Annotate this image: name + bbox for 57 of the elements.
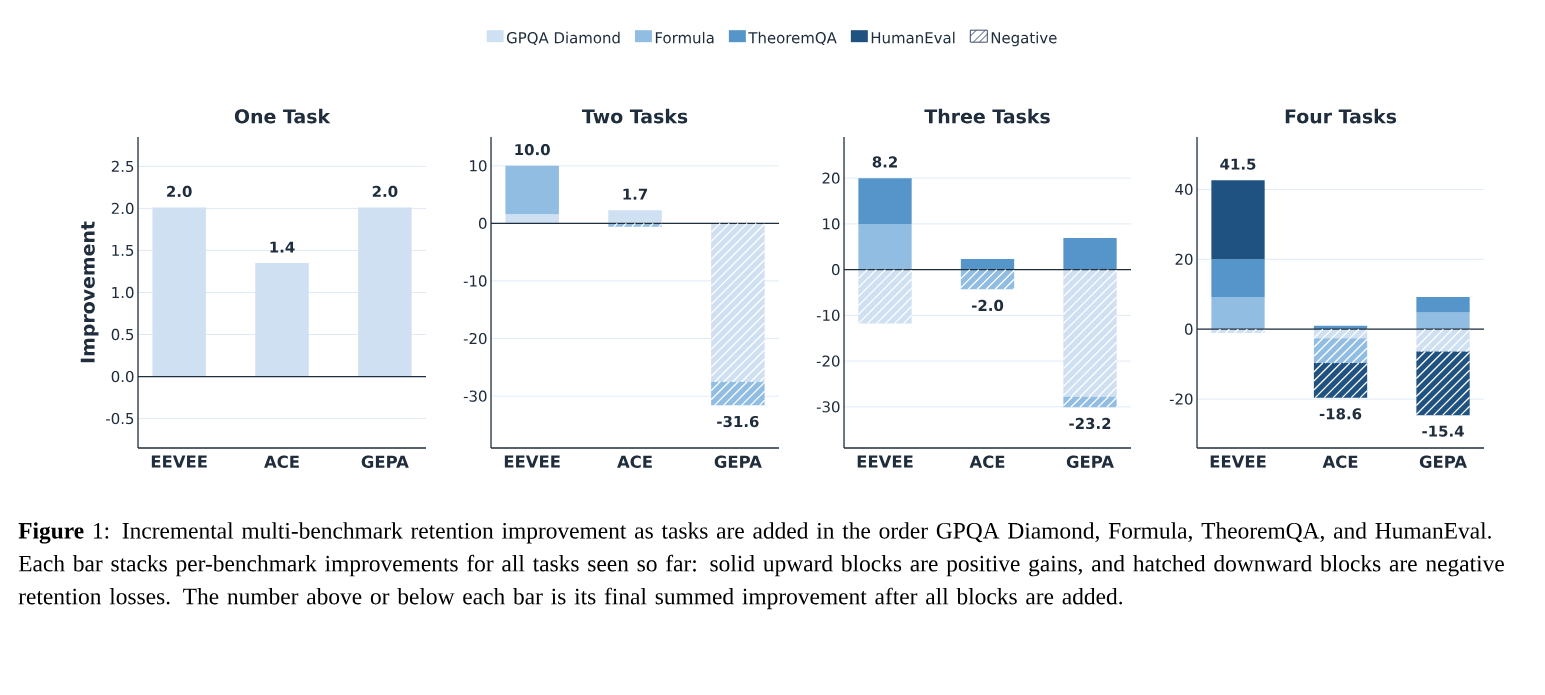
x-tick-label: ACE — [264, 455, 299, 468]
x-tick-label: ACE — [617, 455, 652, 468]
y-tick-label: 10 — [823, 218, 840, 230]
chart-title: One Task — [234, 108, 331, 124]
legend-label: Formula — [655, 31, 714, 44]
x-tick-label: EEVEE — [504, 455, 560, 468]
y-tick-label: -30 — [816, 401, 840, 413]
x-tick-label: GEPA — [1066, 455, 1114, 468]
y-tick-label: -20 — [816, 355, 840, 367]
y-tick-label: -30 — [463, 390, 487, 402]
x-tick-label: EEVEE — [1210, 455, 1266, 468]
x-tick-label: ACE — [1322, 455, 1358, 468]
y-tick-label: 0 — [831, 263, 840, 276]
total-label: 41.5 — [1220, 158, 1256, 170]
total-label: -2.0 — [971, 299, 1004, 312]
y-tick-label: 20 — [822, 172, 840, 184]
total-label: 1.7 — [623, 188, 648, 200]
y-tick-label: 10 — [470, 160, 487, 172]
y-tick-label: 20 — [1175, 253, 1193, 265]
total-label: 8.2 — [872, 156, 897, 168]
y-tick-label: -0.5 — [106, 412, 134, 425]
y-tick-label: 0 — [478, 217, 487, 230]
x-tick-label: GEPA — [361, 455, 409, 468]
y-tick-label: 0.0 — [111, 370, 134, 383]
legend-label: HumanEval — [871, 31, 955, 44]
total-label: 1.4 — [270, 241, 295, 253]
y-tick-label: -10 — [816, 309, 840, 322]
y-tick-label: 40 — [1175, 183, 1193, 196]
x-tick-label: EEVEE — [857, 455, 913, 468]
y-axis-title: Improvement — [80, 221, 99, 363]
y-tick-label: 0 — [1184, 323, 1193, 335]
text: Negative — [991, 31, 1057, 47]
y-tick-label: 1.5 — [112, 244, 134, 257]
chart-title: Two Tasks — [581, 108, 688, 124]
chart-title: Three Tasks — [924, 108, 1050, 124]
x-tick-label: EEVEE — [151, 455, 207, 468]
legend-label: TheoremQA — [748, 31, 837, 46]
total-label: 10.0 — [515, 143, 550, 156]
total-label: -18.6 — [1319, 408, 1362, 420]
y-tick-label: -20 — [463, 332, 487, 345]
y-tick-label: -10 — [463, 275, 487, 287]
y-tick-label: 0.5 — [111, 328, 134, 341]
y-tick-label: 2.0 — [111, 202, 134, 215]
x-tick-label: GEPA — [1419, 455, 1467, 468]
total-label: -23.2 — [1069, 417, 1111, 430]
text: Figure 1: Incremental multi-benchmark retention improvement as tasks are added in the order GPQA Diamond, Formula, TheoremQA, and HumanEval. Each bar stacks per-benchmark improvements for all tasks seen so far: solid upward blocks are positive gains, and hatched downward blocks are negative retention losses. The number above or below each bar is its final summed improvement after all blocks are added. — [18, 522, 1504, 610]
legend-label: GPQA Diamond — [506, 31, 620, 46]
chart-title: Four Tasks — [1285, 108, 1397, 124]
y-tick-label: 2.5 — [111, 160, 134, 173]
x-tick-label: GEPA — [714, 455, 762, 468]
total-label: -31.6 — [717, 415, 759, 428]
total-label: 2.0 — [372, 185, 398, 198]
total-label: 2.0 — [167, 185, 192, 198]
total-label: -15.4 — [1422, 425, 1464, 437]
y-tick-label: -20 — [1169, 393, 1193, 405]
y-tick-label: 1.0 — [112, 286, 134, 299]
x-tick-label: ACE — [969, 455, 1005, 468]
